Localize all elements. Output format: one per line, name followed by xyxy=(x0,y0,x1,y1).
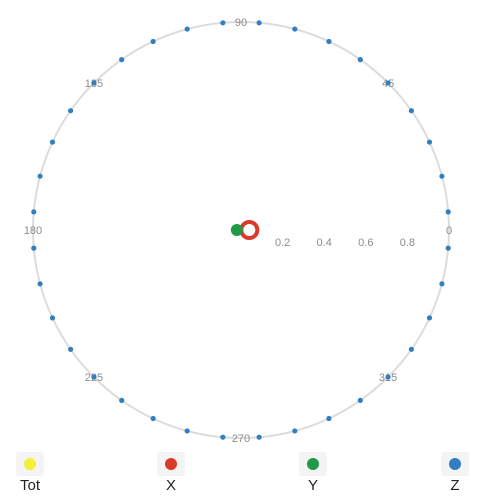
point-z-26 xyxy=(220,434,226,440)
radial-tick-labels: 0.2 0.4 0.6 0.8 xyxy=(275,237,415,249)
radial-tick-0.2: 0.2 xyxy=(275,237,290,249)
polar-chart: 04590135180225270315 0.20.40.60.8 xyxy=(24,17,452,445)
legend-item-y[interactable]: Y xyxy=(283,452,343,494)
point-z-31 xyxy=(385,374,391,380)
angle-tick-180: 180 xyxy=(24,225,42,237)
legend-item-z[interactable]: Z xyxy=(425,452,478,494)
legend-swatch-z xyxy=(441,452,469,476)
point-z-29 xyxy=(326,415,332,422)
legend: Tot X Y Z xyxy=(0,452,478,503)
point-z-6 xyxy=(326,38,332,45)
point-z-8 xyxy=(256,20,262,26)
legend-label-x: X xyxy=(165,477,176,494)
point-y-0 xyxy=(230,224,243,236)
point-z-35 xyxy=(445,245,451,251)
legend-item-x[interactable]: X xyxy=(141,452,201,494)
radial-tick-0.8: 0.8 xyxy=(400,237,415,249)
angle-tick-270: 270 xyxy=(232,433,250,445)
point-z-11 xyxy=(150,38,156,45)
point-z-0 xyxy=(445,209,451,215)
point-z-28 xyxy=(292,428,298,434)
point-z-22 xyxy=(91,374,97,380)
legend-swatch-x xyxy=(157,452,185,476)
data-points xyxy=(31,20,451,440)
legend-item-tot[interactable]: Tot xyxy=(0,452,60,494)
point-z-23 xyxy=(119,397,125,403)
radial-tick-0.4: 0.4 xyxy=(317,237,332,249)
radial-tick-0.6: 0.6 xyxy=(358,237,373,249)
point-z-5 xyxy=(357,57,363,63)
legend-dot-y xyxy=(307,458,319,470)
outer-circle xyxy=(32,21,450,439)
legend-dot-tot xyxy=(24,458,36,470)
angle-tick-90: 90 xyxy=(235,17,247,29)
legend-label-z: Z xyxy=(450,477,460,494)
point-z-20 xyxy=(49,315,56,321)
point-z-21 xyxy=(68,346,74,352)
point-z-3 xyxy=(408,108,414,114)
point-z-13 xyxy=(91,80,97,86)
point-z-32 xyxy=(408,346,414,352)
point-z-18 xyxy=(31,245,37,251)
point-z-27 xyxy=(256,434,262,440)
legend-swatch-y xyxy=(299,452,327,476)
point-z-2 xyxy=(426,139,433,145)
point-z-33 xyxy=(426,315,433,321)
legend-dot-x xyxy=(165,458,177,470)
point-z-7 xyxy=(292,26,298,32)
point-z-30 xyxy=(357,397,363,403)
legend-label-tot: Tot xyxy=(19,477,40,494)
point-z-25 xyxy=(184,428,190,434)
legend-dot-z xyxy=(449,458,461,470)
angle-tick-0: 0 xyxy=(446,225,452,237)
point-z-16 xyxy=(37,173,43,179)
point-z-1 xyxy=(439,173,445,179)
point-z-15 xyxy=(49,139,56,145)
legend-label-y: Y xyxy=(307,477,318,494)
outer-circle-layer xyxy=(32,21,450,439)
point-z-14 xyxy=(68,108,74,114)
point-z-4 xyxy=(385,80,391,86)
point-z-10 xyxy=(184,26,190,32)
point-z-34 xyxy=(439,281,445,287)
point-z-17 xyxy=(31,209,37,215)
point-x-0 xyxy=(239,220,260,240)
point-z-24 xyxy=(150,415,156,422)
point-z-19 xyxy=(37,281,43,287)
point-z-9 xyxy=(220,20,226,26)
legend-swatch-tot xyxy=(16,452,44,476)
point-z-12 xyxy=(119,57,125,63)
